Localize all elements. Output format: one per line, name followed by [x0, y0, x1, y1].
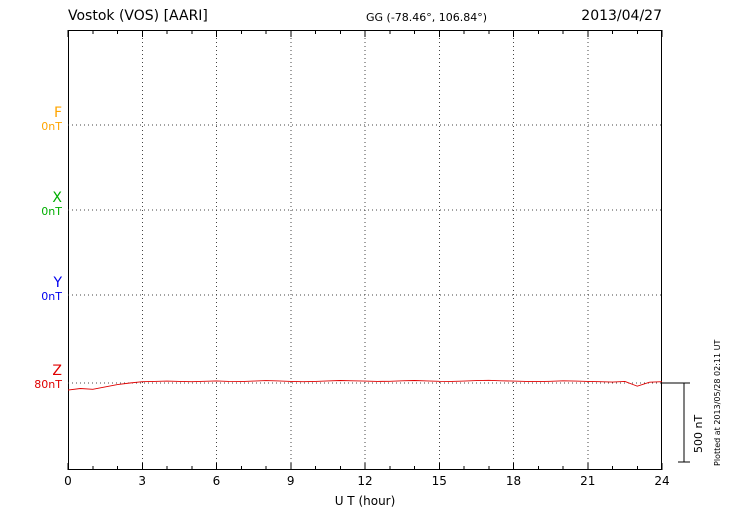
station-title: Vostok (VOS) [AARI] — [68, 8, 208, 24]
geographic-coordinates: GG (-78.46°, 106.84°) — [366, 11, 488, 24]
x-tick-3: 3 — [138, 474, 147, 488]
x-tick-9: 9 — [286, 474, 295, 488]
component-f: F 0nT — [14, 105, 62, 134]
z-trace — [67, 379, 663, 391]
component-x-baseline: 0nT — [41, 205, 62, 219]
x-tick-24: 24 — [654, 474, 670, 488]
x-tick-21: 21 — [580, 474, 596, 488]
component-z-baseline: 80nT — [34, 378, 62, 392]
component-y: Y 0nT — [14, 275, 62, 304]
component-f-label: F — [53, 105, 62, 121]
x-tick-15: 15 — [431, 474, 447, 488]
x-tick-12: 12 — [357, 474, 373, 488]
x-tick-18: 18 — [505, 474, 522, 488]
x-tick-6: 6 — [212, 474, 221, 488]
x-tick-0: 0 — [64, 474, 72, 488]
component-y-baseline: 0nT — [41, 290, 62, 304]
plotted-at-note: Plotted at 2013/05/28 02:11 UT — [713, 339, 722, 466]
component-f-baseline: 0nT — [41, 120, 62, 134]
component-z-label: Z — [52, 363, 62, 379]
x-axis-label: U T (hour) — [334, 494, 396, 508]
component-y-label: Y — [53, 275, 62, 291]
x-axis-tick-labels: 0 3 6 9 12 15 18 21 24 — [64, 474, 669, 490]
component-x: X 0nT — [14, 190, 62, 219]
component-z: Z 80nT — [14, 363, 62, 392]
observation-date: 2013/04/27 — [581, 8, 662, 24]
scale-bar-label: 500 nT — [692, 414, 705, 453]
component-x-label: X — [52, 190, 62, 206]
